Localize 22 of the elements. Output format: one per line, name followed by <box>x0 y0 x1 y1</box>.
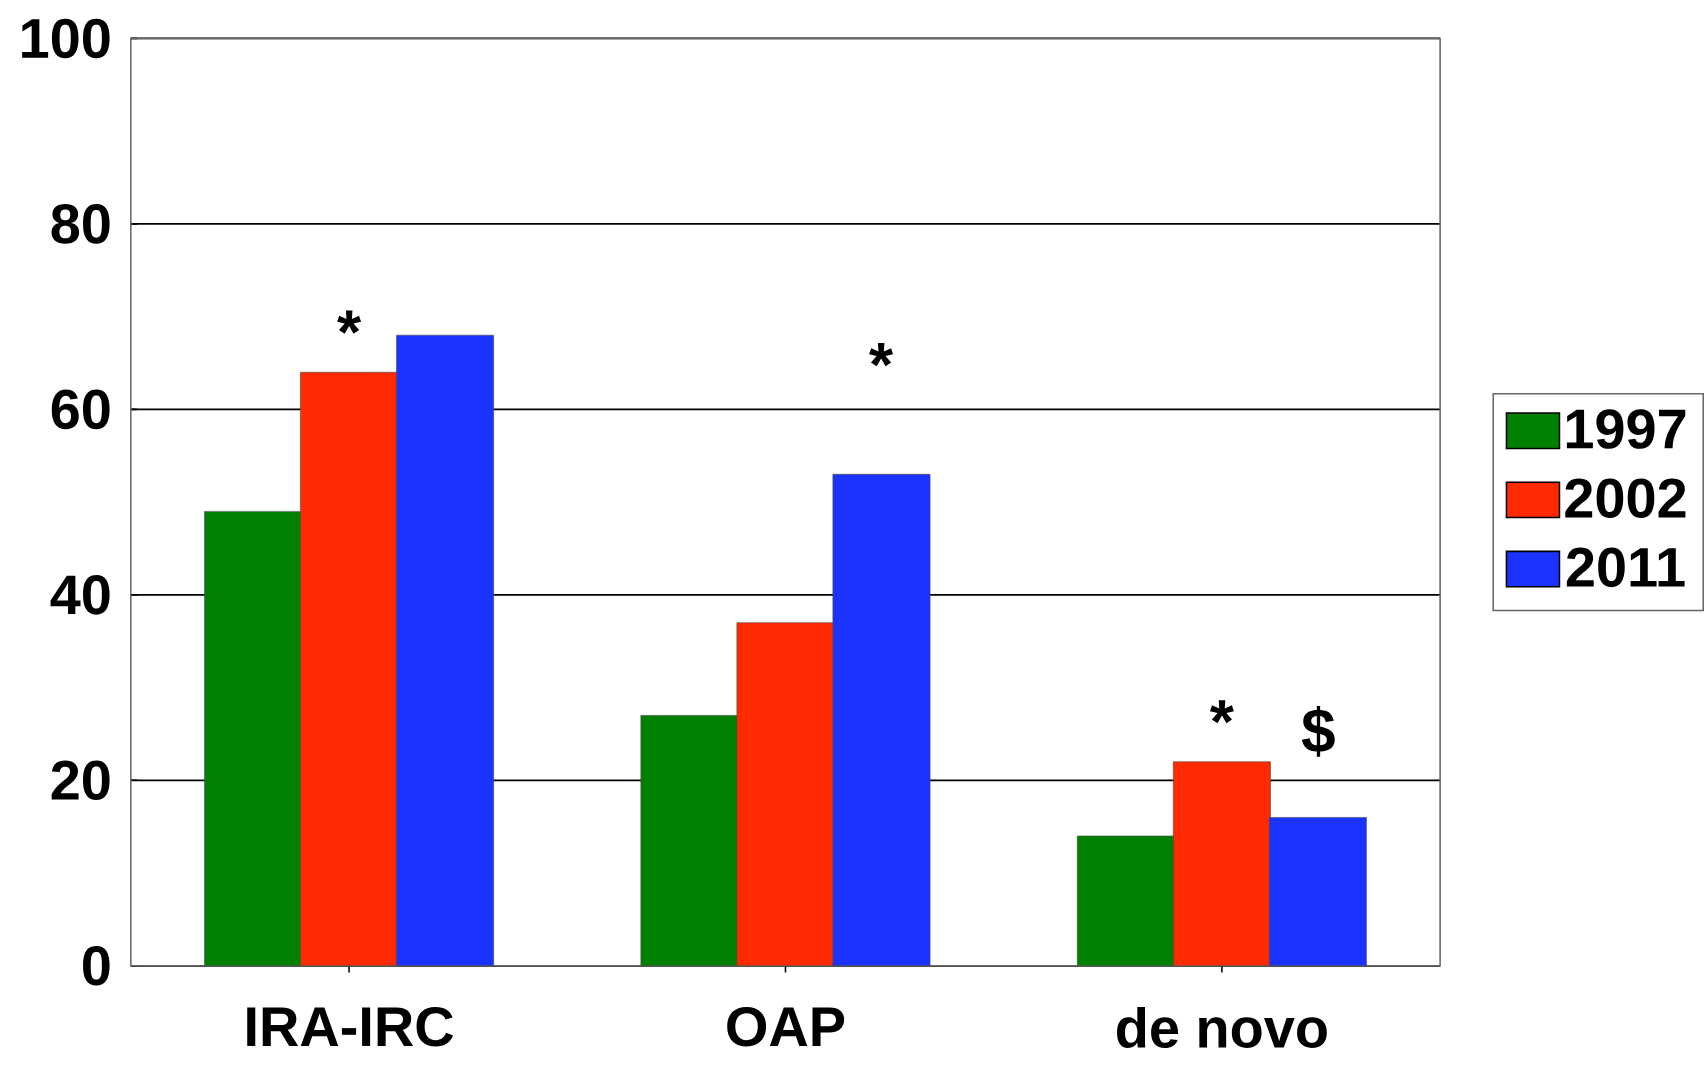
x-tick-label: IRA-IRC <box>247 1007 454 1047</box>
y-tick-label: 80 <box>51 204 110 244</box>
annotation: * <box>337 310 362 334</box>
y-tick-label: 40 <box>50 575 110 615</box>
x-tick-label: OAP <box>727 1007 845 1047</box>
bar <box>640 715 739 967</box>
y-tick-label: 60 <box>51 389 110 430</box>
y-tick-label: 100 <box>22 18 110 59</box>
legend-label: 2011 <box>1566 547 1685 588</box>
annotation: * <box>1209 700 1234 724</box>
legend-label: 1997 <box>1566 409 1686 450</box>
legend-label: 2002 <box>1565 478 1686 519</box>
annotation: $ <box>1301 706 1335 757</box>
bar <box>204 511 302 967</box>
bar <box>396 335 494 967</box>
bar <box>1076 835 1175 967</box>
x-tick-label: de novo <box>1117 1007 1327 1049</box>
y-tick-label: 20 <box>51 760 110 801</box>
bar <box>832 474 931 967</box>
bar <box>1269 817 1367 967</box>
annotation: * <box>869 343 894 367</box>
y-tick-label: 0 <box>83 946 110 986</box>
